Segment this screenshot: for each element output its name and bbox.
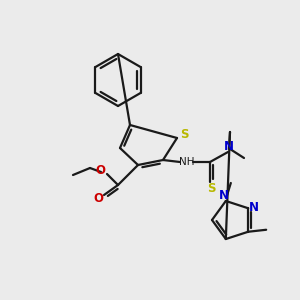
- Text: O: O: [95, 164, 105, 178]
- Text: N: N: [249, 201, 259, 214]
- Text: S: S: [180, 128, 188, 142]
- Text: S: S: [207, 182, 215, 196]
- Text: O: O: [93, 193, 103, 206]
- Text: N: N: [224, 140, 234, 154]
- Text: NH: NH: [179, 157, 195, 167]
- Text: N: N: [219, 190, 229, 202]
